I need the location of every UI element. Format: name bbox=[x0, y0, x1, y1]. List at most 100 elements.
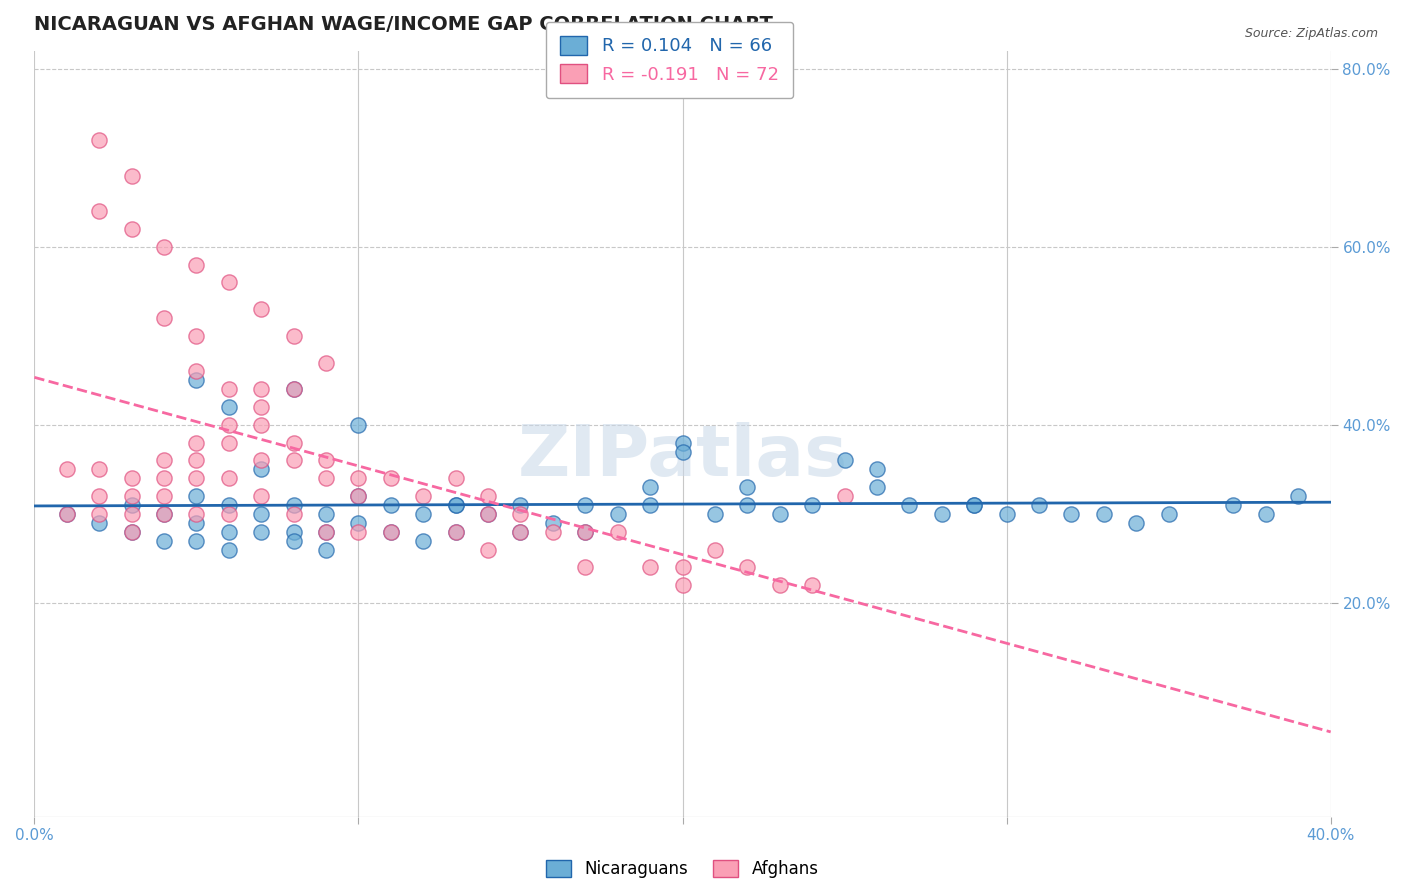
Point bbox=[541, 516, 564, 530]
Point bbox=[1254, 507, 1277, 521]
Point bbox=[55, 462, 77, 476]
Point bbox=[250, 453, 273, 467]
Point bbox=[153, 471, 176, 485]
Point bbox=[315, 524, 337, 539]
Point bbox=[55, 507, 77, 521]
Point bbox=[834, 489, 856, 503]
Point bbox=[250, 462, 273, 476]
Point bbox=[186, 258, 208, 272]
Point bbox=[186, 507, 208, 521]
Point bbox=[250, 507, 273, 521]
Point bbox=[283, 533, 305, 548]
Point bbox=[671, 444, 693, 458]
Text: NICARAGUAN VS AFGHAN WAGE/INCOME GAP CORRELATION CHART: NICARAGUAN VS AFGHAN WAGE/INCOME GAP COR… bbox=[34, 15, 773, 34]
Point bbox=[1060, 507, 1083, 521]
Point bbox=[218, 498, 240, 512]
Point bbox=[866, 480, 889, 494]
Point bbox=[283, 524, 305, 539]
Point bbox=[283, 498, 305, 512]
Point bbox=[737, 498, 759, 512]
Point bbox=[153, 489, 176, 503]
Point bbox=[250, 382, 273, 396]
Point bbox=[250, 524, 273, 539]
Text: ZIPatlas: ZIPatlas bbox=[517, 422, 848, 491]
Point bbox=[250, 301, 273, 316]
Point bbox=[477, 542, 499, 557]
Point bbox=[769, 578, 792, 592]
Point bbox=[186, 328, 208, 343]
Point bbox=[347, 471, 370, 485]
Point bbox=[315, 542, 337, 557]
Point bbox=[218, 524, 240, 539]
Point bbox=[444, 524, 467, 539]
Point bbox=[218, 471, 240, 485]
Point bbox=[638, 480, 661, 494]
Point bbox=[412, 533, 434, 548]
Point bbox=[737, 560, 759, 574]
Point bbox=[89, 133, 111, 147]
Point bbox=[963, 498, 986, 512]
Point bbox=[315, 355, 337, 369]
Point bbox=[412, 507, 434, 521]
Point bbox=[574, 560, 596, 574]
Point bbox=[380, 471, 402, 485]
Point bbox=[153, 453, 176, 467]
Point bbox=[1125, 516, 1147, 530]
Point bbox=[186, 471, 208, 485]
Point bbox=[186, 489, 208, 503]
Point bbox=[347, 489, 370, 503]
Point bbox=[186, 516, 208, 530]
Point bbox=[509, 524, 531, 539]
Point bbox=[638, 498, 661, 512]
Point bbox=[121, 507, 143, 521]
Point bbox=[509, 507, 531, 521]
Point bbox=[1028, 498, 1050, 512]
Point bbox=[380, 498, 402, 512]
Point bbox=[347, 489, 370, 503]
Point bbox=[477, 489, 499, 503]
Point bbox=[121, 471, 143, 485]
Point bbox=[153, 507, 176, 521]
Point bbox=[218, 507, 240, 521]
Point bbox=[703, 542, 725, 557]
Point bbox=[380, 524, 402, 539]
Point bbox=[1286, 489, 1309, 503]
Point bbox=[574, 524, 596, 539]
Point bbox=[347, 524, 370, 539]
Point bbox=[89, 507, 111, 521]
Point bbox=[153, 533, 176, 548]
Point bbox=[671, 435, 693, 450]
Point bbox=[380, 524, 402, 539]
Point bbox=[121, 524, 143, 539]
Point bbox=[801, 578, 824, 592]
Point bbox=[1092, 507, 1115, 521]
Point bbox=[477, 507, 499, 521]
Point bbox=[283, 382, 305, 396]
Point bbox=[769, 507, 792, 521]
Point bbox=[283, 328, 305, 343]
Point bbox=[574, 498, 596, 512]
Point bbox=[444, 524, 467, 539]
Point bbox=[250, 489, 273, 503]
Point bbox=[283, 382, 305, 396]
Point bbox=[89, 516, 111, 530]
Point bbox=[218, 276, 240, 290]
Point bbox=[89, 489, 111, 503]
Point bbox=[347, 516, 370, 530]
Point bbox=[315, 471, 337, 485]
Point bbox=[444, 498, 467, 512]
Point bbox=[283, 507, 305, 521]
Point bbox=[315, 453, 337, 467]
Point bbox=[477, 507, 499, 521]
Point bbox=[121, 498, 143, 512]
Point bbox=[671, 560, 693, 574]
Point bbox=[801, 498, 824, 512]
Point bbox=[1157, 507, 1180, 521]
Point bbox=[121, 222, 143, 236]
Point bbox=[509, 498, 531, 512]
Point bbox=[89, 204, 111, 219]
Point bbox=[606, 507, 628, 521]
Point bbox=[218, 382, 240, 396]
Point bbox=[574, 524, 596, 539]
Point bbox=[186, 533, 208, 548]
